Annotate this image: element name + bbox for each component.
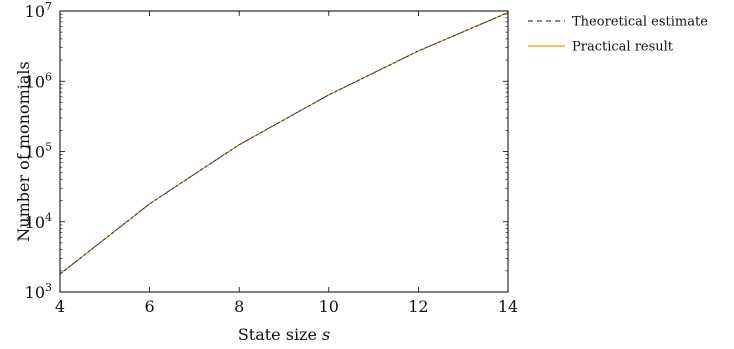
x-axis-title-text: State size [238,325,317,344]
y-axis-title: Number of monomials [14,61,33,241]
x-tick-label: 14 [498,297,518,316]
x-tick-label: 4 [55,297,65,316]
legend-label-theoretical: Theoretical estimate [572,15,708,30]
x-axis-title-variable: s [322,325,330,344]
x-tick-label: 8 [234,297,244,316]
x-tick-label: 6 [145,297,155,316]
y-tick-label: 107 [25,0,52,21]
plot-frame [60,11,508,292]
series-lines [60,13,508,275]
x-tick-label: 10 [319,297,339,316]
x-tick-label: 12 [408,297,428,316]
series-line-practical [60,13,508,275]
series-line-theoretical [60,13,508,275]
legend: Theoretical estimate Practical result [528,15,708,55]
series-line-theoretical-overlay [60,13,508,275]
x-axis-title: State size s [238,325,330,344]
y-tick-label: 103 [25,281,52,302]
legend-label-practical: Practical result [572,40,674,55]
